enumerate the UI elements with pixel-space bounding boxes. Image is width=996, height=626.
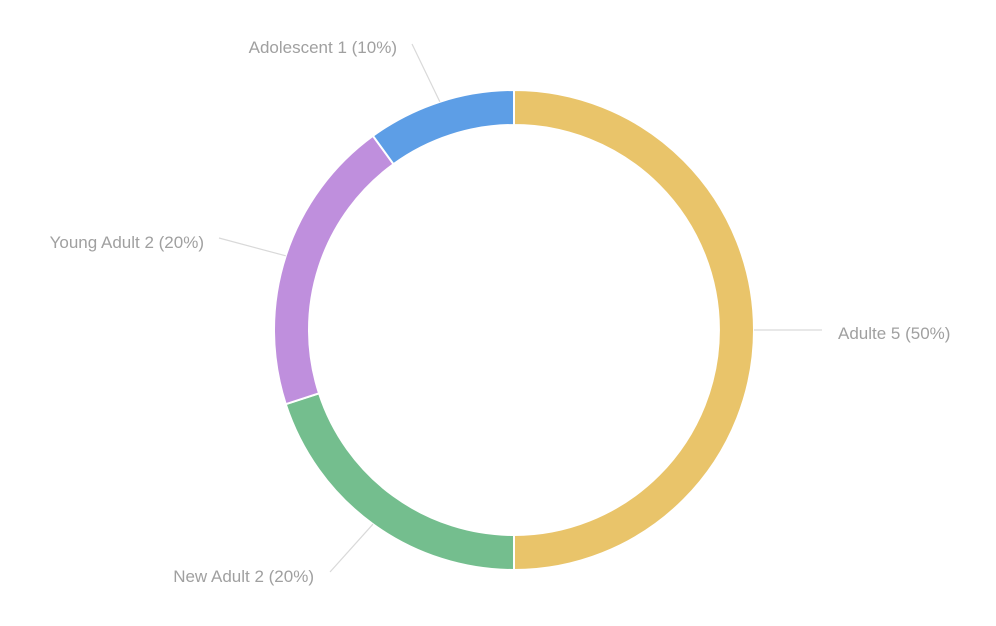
slice-new-adult [284,392,515,572]
label-new-adult: New Adult 2 (20%) [173,567,314,586]
leader-lines [218,43,822,573]
slice-labels: Adulte 5 (50%) New Adult 2 (20%) Young A… [50,38,951,586]
slice-adolescent [371,88,515,166]
label-adolescent: Adolescent 1 (10%) [249,38,397,57]
label-adulte: Adulte 5 (50%) [838,324,950,343]
donut-slices [273,88,755,572]
label-young-adult: Young Adult 2 (20%) [50,233,204,252]
leader-young-adult [218,237,286,257]
slice-adulte [513,88,755,572]
leader-adolescent [411,43,441,103]
slice-young-adult [273,134,395,406]
leader-new-adult [329,523,374,573]
